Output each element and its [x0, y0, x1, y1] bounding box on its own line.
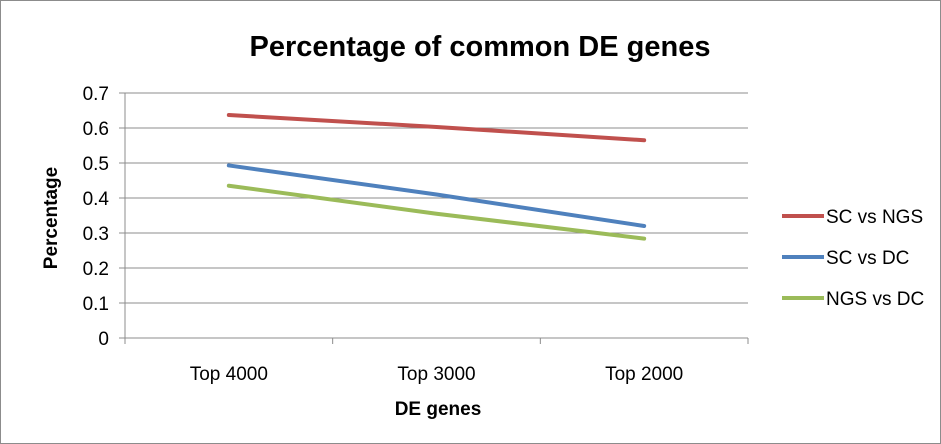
x-axis-title: DE genes — [395, 399, 482, 420]
y-tick-label: 0.5 — [83, 154, 109, 175]
x-tick-labels: Top 4000 Top 3000 Top 2000 — [190, 364, 684, 385]
series-line-ngs-vs-dc — [226, 183, 647, 241]
legend: SC vs NGS SC vs DC NGS vs DC — [782, 207, 924, 310]
x-tick-label: Top 2000 — [605, 364, 683, 385]
y-tick-labels: 0 0.1 0.2 0.3 0.4 0.5 0.6 0.7 — [83, 84, 110, 350]
y-tick-label: 0.6 — [83, 119, 109, 140]
legend-label: NGS vs DC — [826, 289, 924, 310]
y-tick-label: 0 — [98, 329, 109, 350]
y-tick-label: 0.2 — [83, 259, 109, 280]
gridlines — [119, 92, 748, 339]
y-tick-label: 0.4 — [83, 189, 110, 210]
axes — [124, 93, 749, 344]
x-tick-label: Top 4000 — [190, 364, 268, 385]
y-axis-title: Percentage — [41, 167, 62, 269]
x-tick-label: Top 3000 — [397, 364, 475, 385]
chart-title: Percentage of common DE genes — [250, 31, 711, 63]
series-lines — [226, 113, 647, 241]
y-tick-label: 0.7 — [83, 84, 109, 105]
legend-label: SC vs NGS — [826, 207, 923, 228]
series-line-sc-vs-dc — [226, 163, 647, 228]
legend-label: SC vs DC — [826, 248, 909, 269]
y-tick-label: 0.3 — [83, 224, 109, 245]
series-line-sc-vs-ngs — [226, 113, 647, 143]
y-tick-label: 0.1 — [83, 294, 109, 315]
